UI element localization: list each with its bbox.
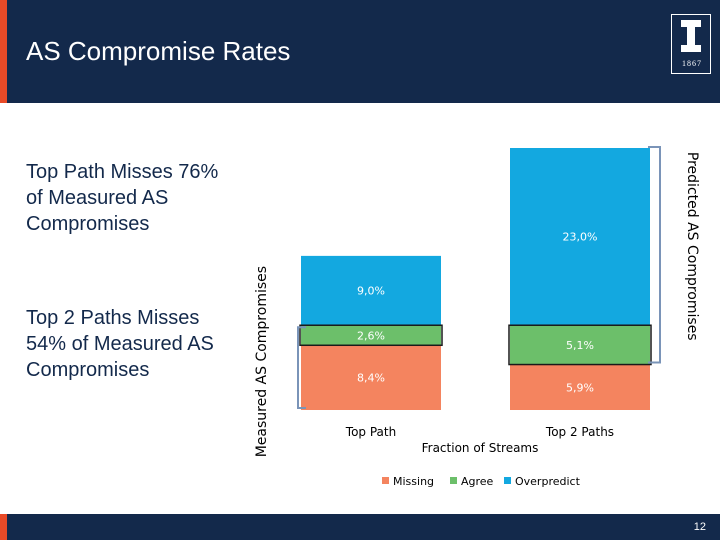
header-accent-bar <box>0 0 7 103</box>
footer-accent-bar <box>0 514 7 540</box>
data-label-missing-2: 5,9% <box>566 381 594 394</box>
x-tick-label-2: Top 2 Paths <box>545 425 614 439</box>
measured-bracket-label: Measured AS Compromises <box>254 266 270 457</box>
top2-paths-note: Top 2 Paths Misses 54% of Measured AS Co… <box>26 307 214 381</box>
bar-segment-missing-1 <box>301 345 441 410</box>
data-label-agree-1: 2,6% <box>357 329 385 342</box>
university-block-i-icon <box>681 20 701 52</box>
predicted-bracket-label: Predicted AS Compromises <box>684 152 700 341</box>
data-label-missing-1: 8,4% <box>357 372 385 385</box>
legend-swatch-overpredict <box>504 477 511 484</box>
top-path-note: Top Path Misses 76% of Measured AS Compr… <box>26 161 219 235</box>
bar-segment-agree-1 <box>301 325 441 346</box>
university-logo: 1867 <box>671 14 711 74</box>
logo-year: 1867 <box>682 59 702 68</box>
legend-swatch-agree <box>450 477 457 484</box>
agree-highlight-box-1 <box>299 324 443 347</box>
x-tick-label-1: Top Path <box>345 425 396 439</box>
data-label-overpredict-2: 23,0% <box>563 231 598 244</box>
legend-label-agree: Agree <box>461 475 494 488</box>
slide-footer: 12 <box>0 514 720 540</box>
data-label-overpredict-1: 9,0% <box>357 285 385 298</box>
agree-highlight-box-2 <box>508 324 652 366</box>
bar-segment-overpredict-1 <box>301 255 441 326</box>
legend-label-missing: Missing <box>393 475 434 488</box>
bar-segment-agree-2 <box>510 325 650 365</box>
predicted-bracket-line <box>648 146 661 364</box>
x-axis-title: Fraction of Streams <box>422 441 539 455</box>
data-label-agree-2: 5,1% <box>566 339 594 352</box>
legend-label-overpredict: Overpredict <box>515 475 581 488</box>
stacked-bar-chart: 8,4% 2,6% 9,0% Top Path 5,9% 5,1% 23,0% Top 2 P… <box>254 146 700 488</box>
slide-header: AS Compromise Rates 1867 <box>0 0 720 103</box>
bar-segment-overpredict-2 <box>510 148 650 326</box>
measured-bracket-line <box>297 326 306 409</box>
page-number: 12 <box>693 521 706 533</box>
legend-swatch-missing <box>382 477 389 484</box>
page-title: AS Compromise Rates <box>26 36 291 66</box>
bar-segment-missing-2 <box>510 364 650 410</box>
